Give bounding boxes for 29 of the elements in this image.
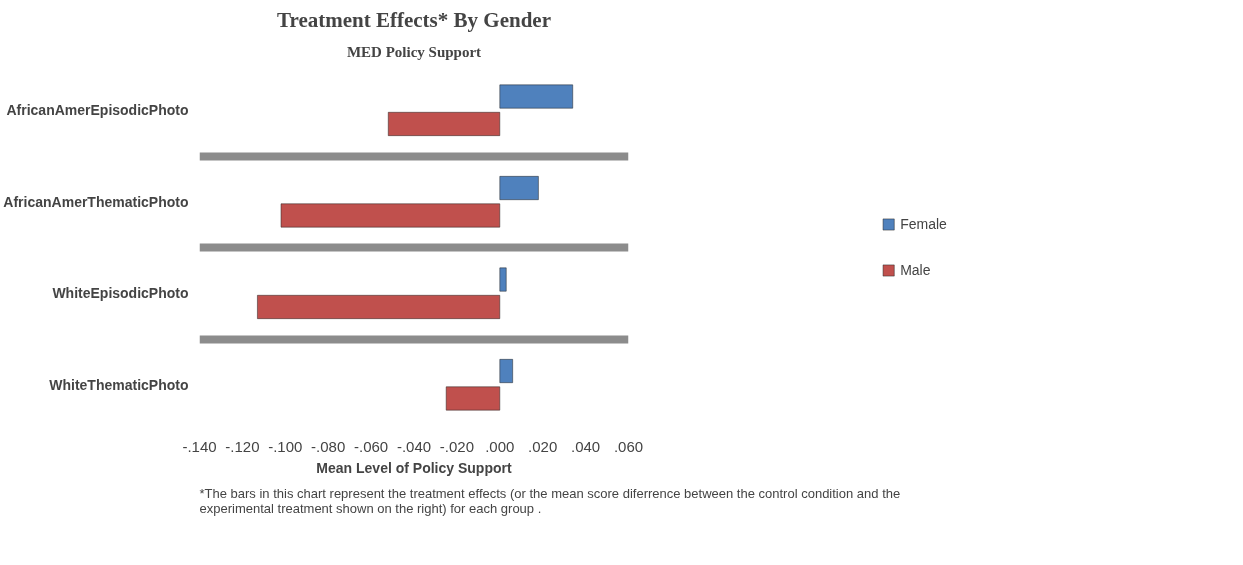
bar <box>499 176 539 200</box>
legend-label: Female <box>900 216 947 232</box>
x-tick-label: .020 <box>528 437 558 455</box>
x-tick-label: -.120 <box>225 437 260 455</box>
x-tick-label: .000 <box>485 437 515 455</box>
x-tick-label: -.140 <box>182 437 217 455</box>
text: *The bars in this chart represent the treatment effects (or the mean score diferrence between the control condition and the experimental treatment shown on the right) for each group . <box>199 485 901 516</box>
x-tick-label: .040 <box>571 437 601 455</box>
bar <box>499 267 507 292</box>
x-tick-label: -.080 <box>311 437 346 455</box>
x-tick-label: -.040 <box>396 437 432 455</box>
bar <box>257 295 501 319</box>
legend-label: Male <box>900 262 931 278</box>
bar <box>280 203 501 228</box>
bar <box>388 112 501 136</box>
x-tick-label: .060 <box>613 437 644 455</box>
x-axis-title: Mean Level of Policy Support <box>316 459 512 476</box>
y-tick-label: AfricanAmerThematicPhoto <box>3 193 189 210</box>
chart-title: Treatment Effects* By Gender <box>277 7 551 32</box>
bar <box>445 386 501 411</box>
x-tick-label: -.060 <box>354 437 389 455</box>
y-tick-label: WhiteThematicPhoto <box>49 376 189 393</box>
x-tick-label: -.020 <box>439 437 475 455</box>
chart-subtitle: MED Policy Support <box>346 43 482 60</box>
x-tick-label: -.100 <box>268 437 303 455</box>
bar <box>499 84 573 109</box>
bar <box>499 359 513 383</box>
y-tick-label: AfricanAmerEpisodicPhoto <box>6 102 189 119</box>
y-tick-label: WhiteEpisodicPhoto <box>52 285 189 302</box>
